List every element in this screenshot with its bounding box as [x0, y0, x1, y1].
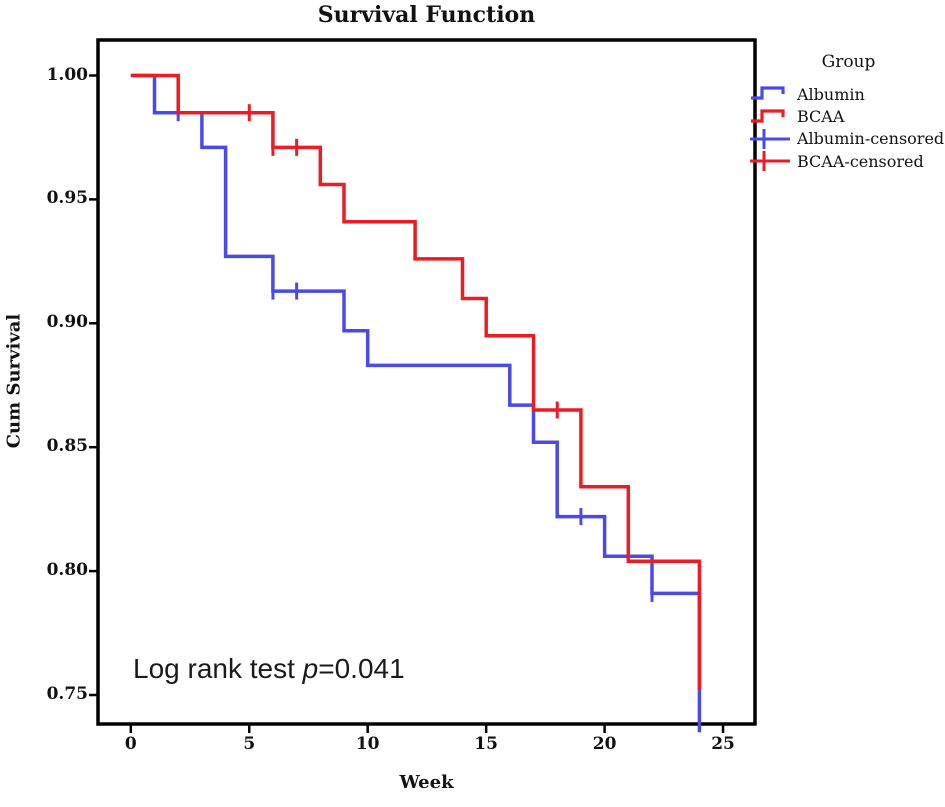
legend-item: Albumin [748, 83, 945, 105]
legend-censor-plus-icon [750, 151, 790, 172]
legend-item-label: Albumin-censored [797, 129, 945, 149]
legend-censor-plus-icon [750, 128, 790, 149]
legend-step-line-icon [751, 86, 785, 100]
legend-item: Albumin-censored [748, 128, 945, 150]
x-tick-label: 20 [592, 734, 617, 754]
annotation-p-symbol: p [302, 653, 319, 684]
plot-frame [96, 38, 757, 726]
legend-item-label: BCAA [797, 107, 845, 127]
y-tick-label: 0.95 [46, 188, 88, 209]
legend-title: Group [821, 52, 876, 72]
chart-title: Survival Function [317, 2, 536, 28]
x-axis-label: Week [399, 772, 454, 793]
y-tick-label: 0.75 [46, 684, 88, 704]
survival-curve-albumin [130, 73, 702, 733]
y-tick-label: 0.85 [46, 436, 88, 457]
log-rank-annotation: Log rank test p=0.041 [133, 653, 405, 685]
y-tick-label: 0.80 [46, 560, 88, 581]
annotation-prefix: Log rank test [133, 653, 303, 684]
legend: Albumin BCAA Albumin-censored BCAA-censored [748, 83, 945, 173]
annotation-value: =0.041 [318, 653, 405, 684]
x-tick-label: 15 [474, 734, 498, 754]
legend-item: BCAA [748, 105, 945, 127]
legend-item: BCAA-censored [748, 150, 945, 172]
x-tick-label: 5 [243, 734, 256, 754]
x-tick-label: 25 [711, 734, 735, 754]
legend-item-label: Albumin [797, 84, 865, 104]
x-tick-label: 0 [124, 734, 137, 754]
survival-curve-bcaa [130, 73, 702, 690]
legend-item-label: BCAA-censored [797, 151, 924, 171]
legend-step-line-icon [751, 108, 785, 123]
x-tick-label: 10 [355, 734, 380, 754]
y-tick-label: 1.00 [46, 64, 88, 85]
y-tick-label: 0.90 [46, 312, 88, 333]
y-axis-label: Cum Survival [3, 313, 25, 449]
